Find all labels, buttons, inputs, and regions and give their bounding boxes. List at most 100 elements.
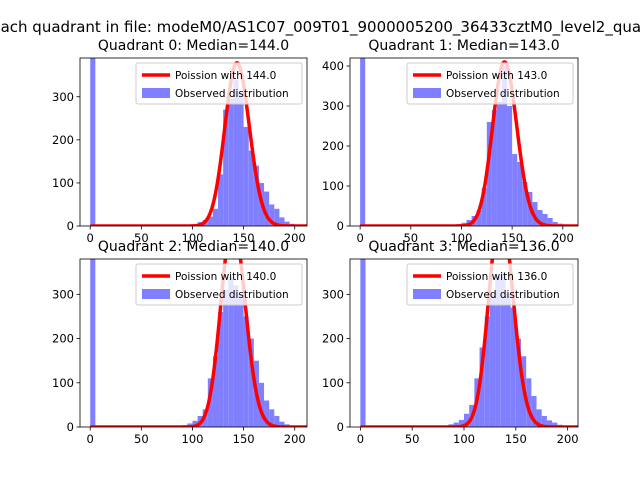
y-tick-label: 0	[337, 219, 344, 233]
histogram-bar	[486, 122, 492, 226]
legend-bar-label: Observed distribution	[175, 289, 289, 301]
x-tick-label: 100	[453, 432, 475, 446]
legend: Poission with 143.0 Observed distribution	[406, 62, 574, 105]
histogram-bar	[264, 191, 270, 226]
histogram-bar	[243, 126, 249, 226]
legend: Poission with 144.0 Observed distribution	[135, 62, 303, 105]
histogram-bar	[522, 182, 528, 226]
y-tick-label: 200	[52, 133, 74, 147]
histogram-bar	[495, 276, 501, 427]
histogram-bar	[453, 422, 459, 427]
subplot-quadrant-1: 0 50 100 150 200 0 100 200 300 400 Quadrant 1: Med…	[322, 38, 579, 245]
histogram-bar	[476, 210, 482, 226]
y-tick-label: 300	[52, 90, 74, 104]
subplot-title: Quadrant 3: Median=136.0	[368, 239, 559, 255]
y-tick-label: 100	[322, 376, 344, 390]
subplot-title: Quadrant 2: Median=140.0	[98, 239, 289, 255]
histogram-bar	[507, 106, 513, 226]
histogram-bar	[500, 272, 506, 427]
x-tick-label: 50	[134, 432, 149, 446]
histogram-bar	[218, 312, 224, 427]
histogram-bar	[248, 150, 254, 226]
histogram-bar	[274, 208, 280, 226]
legend-bar-swatch	[413, 289, 441, 299]
histogram-bar	[233, 79, 239, 226]
x-tick-label: 100	[182, 432, 204, 446]
subplot-quadrant-2: 0 50 100 150 200 0 100 200 300 Quadrant 2: Median…	[52, 239, 308, 446]
figure-suptitle: Median of each quadrant in file: modeM0/…	[0, 18, 640, 37]
subplot-title: Quadrant 1: Median=143.0	[368, 38, 559, 54]
histogram-bar	[515, 338, 521, 427]
histogram-bar	[542, 214, 548, 226]
histogram-bar	[253, 165, 259, 226]
histogram-bar	[90, 259, 96, 427]
x-tick-label: 150	[505, 432, 527, 446]
legend-bar-swatch	[413, 88, 441, 98]
legend-box	[135, 263, 303, 306]
histogram-bar	[233, 285, 239, 427]
x-tick-label: 0	[87, 231, 94, 245]
histogram-bar	[274, 415, 280, 427]
legend: Poission with 140.0 Observed distribution	[135, 263, 303, 306]
histogram-bar	[284, 221, 290, 226]
legend-bar-swatch	[142, 289, 170, 299]
histogram-bar	[481, 188, 487, 226]
histogram-bar	[547, 218, 553, 226]
y-tick-label: 0	[337, 420, 344, 434]
histogram-bar	[228, 276, 234, 427]
histogram-bar	[536, 409, 542, 427]
y-tick-label: 300	[322, 287, 344, 301]
histogram-bar	[238, 294, 244, 427]
y-tick-label: 300	[322, 99, 344, 113]
x-tick-label: 100	[450, 231, 472, 245]
histogram-bar	[207, 216, 213, 226]
subplot-quadrant-3: 0 50 100 150 200 0 100 200 300 Quadrant 3: Median…	[322, 239, 579, 446]
y-tick-label: 200	[322, 332, 344, 346]
subplot-quadrant-0: 0 50 100 150 200 0 100 200 300 Quadrant 0: Median…	[52, 38, 308, 245]
x-tick-label: 0	[356, 231, 363, 245]
histogram-bar	[491, 110, 497, 226]
y-tick-label: 100	[322, 179, 344, 193]
histogram-bar	[360, 259, 366, 427]
poisson-curve	[359, 60, 578, 226]
histogram-bar	[223, 289, 229, 427]
x-tick-label: 0	[357, 432, 364, 446]
histogram-bar	[505, 294, 511, 427]
subplot-grid: 0 50 100 150 200 0 100 200 300 Quadrant 0: Median…	[52, 38, 579, 446]
histogram-bar	[360, 58, 366, 226]
x-tick-label: 100	[182, 231, 204, 245]
histogram-bar	[502, 66, 508, 226]
x-tick-label: 50	[134, 231, 149, 245]
x-tick-label: 150	[233, 231, 255, 245]
poisson-curve	[89, 259, 307, 427]
histogram-bar	[552, 222, 558, 226]
histogram-bar	[192, 420, 198, 427]
histogram-bar	[546, 420, 553, 427]
legend-box	[406, 263, 574, 306]
x-tick-label: 200	[557, 432, 579, 446]
histogram-bar	[228, 98, 234, 226]
histogram-bar	[269, 204, 275, 226]
axes-frame	[79, 57, 308, 227]
x-tick-label: 50	[403, 231, 418, 245]
histogram-bar	[531, 396, 537, 427]
histogram-bar	[517, 162, 523, 226]
histogram-bar	[537, 210, 543, 226]
histogram-bar	[279, 421, 285, 427]
y-tick-label: 200	[322, 139, 344, 153]
y-tick-label: 100	[52, 176, 74, 190]
histogram-bar	[458, 419, 464, 427]
x-tick-label: 200	[552, 231, 574, 245]
legend-bar-label: Observed distribution	[446, 289, 560, 301]
legend-box	[135, 62, 303, 105]
histogram-bar	[552, 422, 558, 427]
subplot-title: Quadrant 0: Median=144.0	[98, 38, 289, 54]
histogram-bar	[243, 316, 249, 427]
histogram-bar	[264, 400, 270, 427]
histogram-bar	[212, 208, 219, 226]
y-tick-label: 100	[52, 376, 74, 390]
histogram-bar	[269, 409, 275, 427]
y-tick-label: 400	[322, 59, 344, 73]
poisson-curve	[359, 259, 578, 427]
